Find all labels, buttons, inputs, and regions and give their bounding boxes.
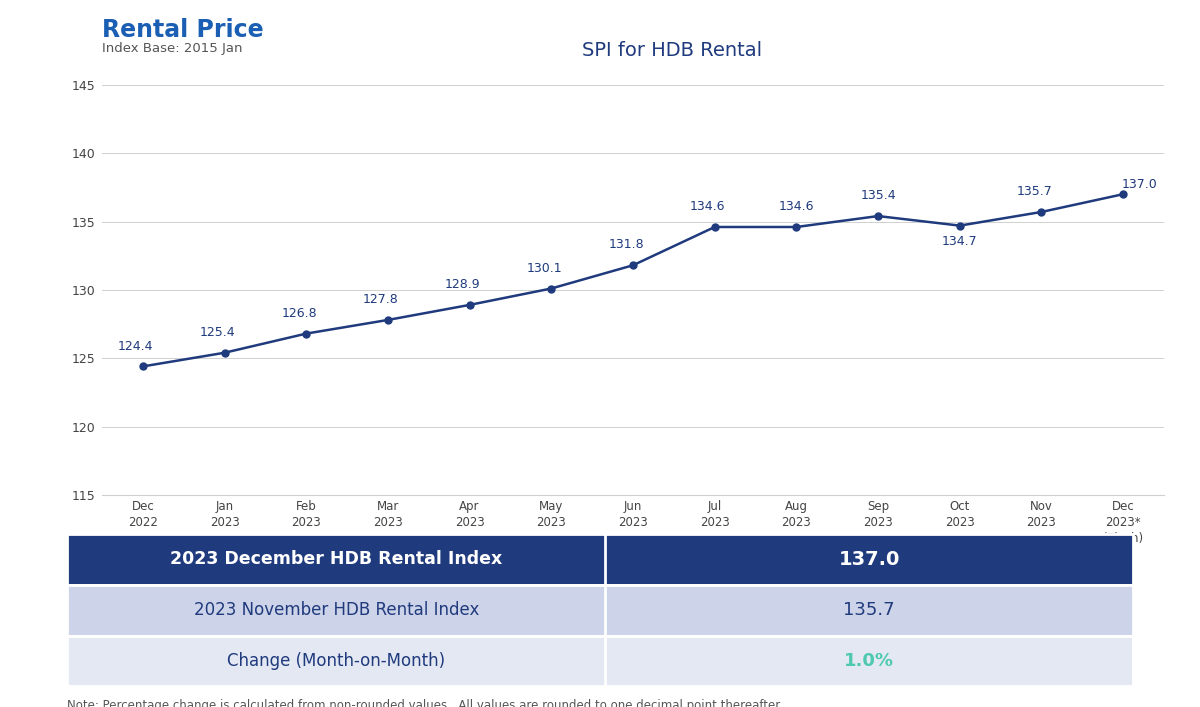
Text: 2023 December HDB Rental Index: 2023 December HDB Rental Index xyxy=(170,550,503,568)
Text: SPI for HDB Rental: SPI for HDB Rental xyxy=(582,41,762,60)
Text: 135.7: 135.7 xyxy=(1016,185,1052,198)
Text: 1.0%: 1.0% xyxy=(844,652,894,670)
Text: 130.1: 130.1 xyxy=(527,262,562,274)
Text: 137.0: 137.0 xyxy=(839,550,900,568)
Text: Rental Price: Rental Price xyxy=(102,18,264,42)
Text: 137.0: 137.0 xyxy=(1122,178,1158,192)
Text: Change (Month-on-Month): Change (Month-on-Month) xyxy=(227,652,445,670)
Text: 128.9: 128.9 xyxy=(445,278,480,291)
Text: 126.8: 126.8 xyxy=(282,307,317,320)
Text: 134.6: 134.6 xyxy=(779,200,814,213)
Text: 135.4: 135.4 xyxy=(860,189,896,202)
Text: Note: Percentage change is calculated from non-rounded values.  All values are r: Note: Percentage change is calculated fr… xyxy=(67,699,784,707)
Text: Index Base: 2015 Jan: Index Base: 2015 Jan xyxy=(102,42,242,55)
Text: 2023 November HDB Rental Index: 2023 November HDB Rental Index xyxy=(193,601,479,619)
Text: 125.4: 125.4 xyxy=(199,326,235,339)
Text: 124.4: 124.4 xyxy=(118,339,154,353)
Text: 134.6: 134.6 xyxy=(690,200,726,213)
Text: 135.7: 135.7 xyxy=(844,601,895,619)
Text: 127.8: 127.8 xyxy=(364,293,398,306)
Text: 131.8: 131.8 xyxy=(608,238,644,252)
Text: 134.7: 134.7 xyxy=(942,235,978,248)
